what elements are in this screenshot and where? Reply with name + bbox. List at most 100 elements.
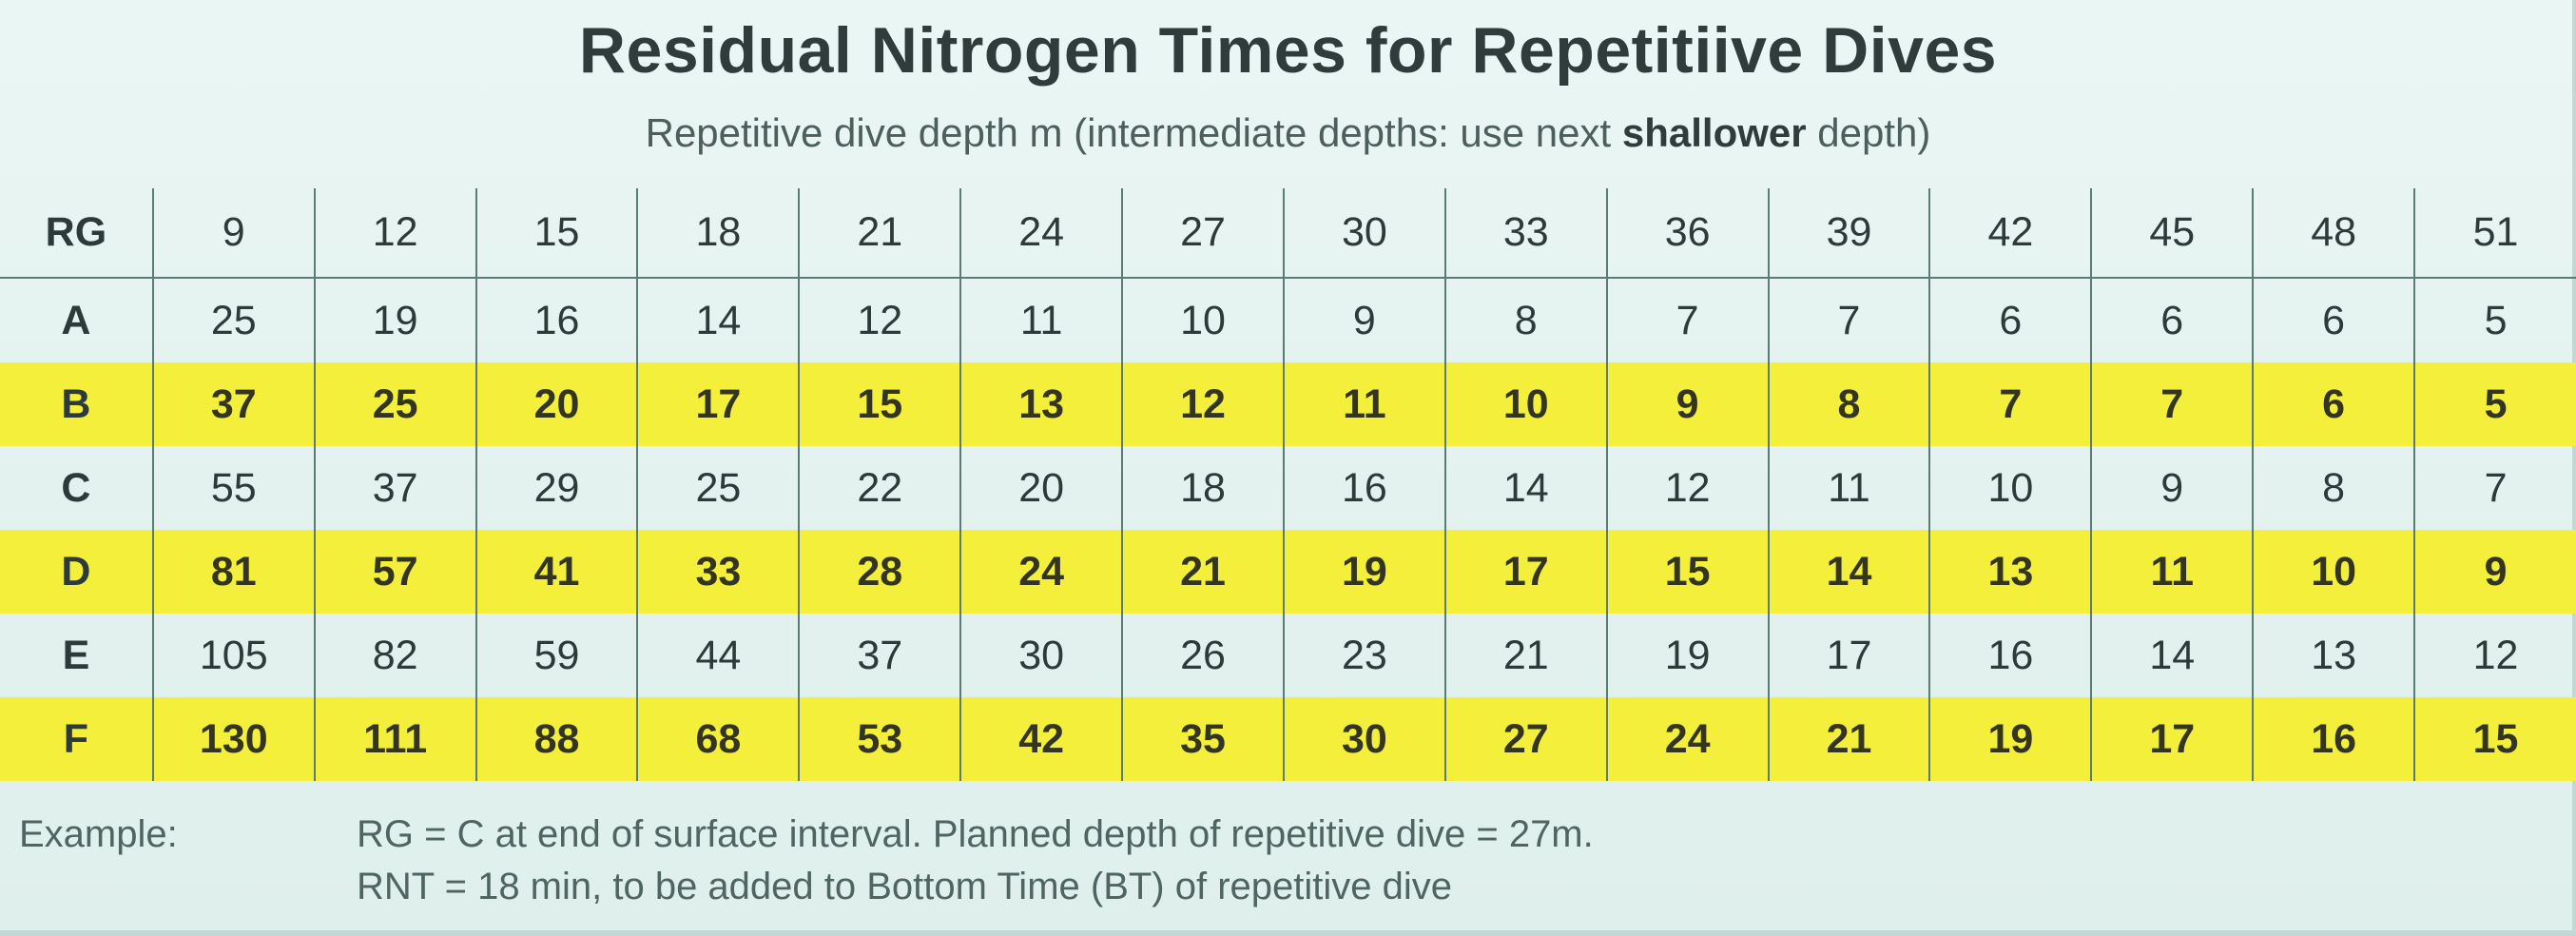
table-body: A 25 19 16 14 12 11 10 9 8 7 7 6 6 6 5 B 37 25 20 17 15 13 12 11…: [0, 278, 2576, 781]
rnt-value-cell: 57: [313, 530, 476, 614]
table-row: F 130 111 88 68 53 42 35 30 27 24 21 19 17 16 15: [0, 697, 2576, 781]
rg-cell: B: [0, 362, 153, 446]
rnt-value-cell: 14: [2090, 614, 2254, 697]
rg-column-header: RG: [0, 188, 153, 279]
rnt-value-cell: 5: [2413, 362, 2576, 446]
rnt-value-cell: 44: [636, 614, 800, 697]
rnt-value-cell: 53: [798, 697, 961, 781]
rnt-value-cell: 6: [2252, 362, 2415, 446]
rnt-value-cell: 27: [1443, 697, 1607, 781]
rg-cell: A: [61, 297, 91, 343]
rg-cell: C: [61, 464, 91, 511]
depth-header: 48: [2252, 188, 2415, 279]
rnt-value-cell: 9: [1282, 278, 1445, 362]
depth-header: 45: [2090, 188, 2254, 279]
depth-header: 27: [1121, 188, 1284, 279]
depth-header: 12: [313, 188, 476, 279]
rnt-value-cell: 12: [1605, 446, 1769, 530]
example-label: Example:: [19, 813, 178, 855]
rnt-value-cell: 19: [1282, 530, 1445, 614]
rnt-value-cell: 81: [151, 530, 315, 614]
rnt-value-cell: 25: [313, 362, 476, 446]
rnt-value-cell: 37: [798, 614, 961, 697]
rnt-value-cell: 28: [798, 530, 961, 614]
depth-header: 30: [1282, 188, 1445, 279]
rnt-value-cell: 17: [1443, 530, 1607, 614]
rnt-value-cell: 7: [1605, 278, 1769, 362]
depth-header: 51: [2413, 188, 2576, 279]
rnt-value-cell: 17: [636, 362, 800, 446]
depth-header: 24: [959, 188, 1123, 279]
rnt-value-cell: 20: [959, 446, 1123, 530]
rnt-value-cell: 17: [1767, 614, 1930, 697]
table-row: B 37 25 20 17 15 13 12 11 10 9 8 7 7 6 5: [0, 362, 2576, 446]
table-subtitle: Repetitive dive depth m (intermediate de…: [0, 110, 2576, 156]
rnt-value-cell: 24: [959, 530, 1123, 614]
example-line-2: RNT = 18 min, to be added to Bottom Time…: [357, 866, 1453, 907]
rnt-value-cell: 10: [1121, 278, 1284, 362]
rnt-value-cell: 29: [475, 446, 638, 530]
header-row: RG 9 12 15 18 21 24 27 30 33 36 39 42 45…: [0, 188, 2576, 279]
rnt-value-cell: 19: [1928, 697, 2092, 781]
rnt-value-cell: 6: [2252, 278, 2415, 362]
rnt-value-cell: 22: [798, 446, 961, 530]
rnt-value-cell: 10: [1928, 446, 2092, 530]
rnt-value-cell: 26: [1121, 614, 1284, 697]
rnt-value-cell: 11: [2090, 530, 2254, 614]
rnt-value-cell: 16: [1282, 446, 1445, 530]
rnt-value-cell: 12: [2413, 614, 2576, 697]
residual-nitrogen-table: RG 9 12 15 18 21 24 27 30 33 36 39 42 45…: [0, 188, 2576, 781]
table-row: C 55 37 29 25 22 20 18 16 14 12 11 10 9 8 7: [0, 446, 2576, 530]
rnt-value-cell: 11: [959, 278, 1123, 362]
rnt-value-cell: 19: [1605, 614, 1769, 697]
rnt-value-cell: 35: [1121, 697, 1284, 781]
rnt-value-cell: 12: [798, 278, 961, 362]
rnt-value-cell: 130: [151, 697, 315, 781]
rnt-value-cell: 59: [475, 614, 638, 697]
rnt-value-cell: 10: [1443, 362, 1607, 446]
subtitle-text-bold: shallower: [1621, 110, 1807, 155]
table-row: D 81 57 41 33 28 24 21 19 17 15 14 13 11 10 9: [0, 530, 2576, 614]
rnt-value-cell: 6: [1928, 278, 2092, 362]
depth-header: 21: [798, 188, 961, 279]
rnt-value-cell: 16: [2252, 697, 2415, 781]
rnt-value-cell: 8: [1443, 278, 1607, 362]
rnt-value-cell: 11: [1282, 362, 1445, 446]
rnt-value-cell: 13: [959, 362, 1123, 446]
rg-cell: E: [62, 632, 90, 678]
table-title: Residual Nitrogen Times for Repetitiive …: [578, 14, 1998, 87]
rg-cell: D: [0, 530, 153, 614]
rnt-value-cell: 68: [636, 697, 800, 781]
rnt-value-cell: 7: [1928, 362, 2092, 446]
rnt-value-cell: 14: [1443, 446, 1607, 530]
rnt-value-cell: 21: [1443, 614, 1607, 697]
rnt-value-cell: 14: [1767, 530, 1930, 614]
rnt-value-cell: 12: [1121, 362, 1284, 446]
rnt-value-cell: 30: [1282, 697, 1445, 781]
rnt-value-cell: 13: [1928, 530, 2092, 614]
rnt-value-cell: 9: [2413, 530, 2576, 614]
depth-header: 39: [1767, 188, 1930, 279]
rnt-value-cell: 19: [313, 278, 476, 362]
rnt-value-cell: 37: [151, 362, 315, 446]
depth-header: 42: [1928, 188, 2092, 279]
rnt-value-cell: 55: [151, 446, 315, 530]
rnt-value-cell: 9: [2090, 446, 2254, 530]
rnt-value-cell: 15: [1605, 530, 1769, 614]
rnt-value-cell: 15: [798, 362, 961, 446]
rnt-value-cell: 88: [475, 697, 638, 781]
example-line-1: RG = C at end of surface interval. Plann…: [357, 813, 1594, 855]
rnt-value-cell: 13: [2252, 614, 2415, 697]
rnt-value-cell: 25: [151, 278, 315, 362]
rnt-value-cell: 25: [636, 446, 800, 530]
rnt-value-cell: 111: [313, 697, 476, 781]
rnt-value-cell: 21: [1121, 530, 1284, 614]
table-row: A 25 19 16 14 12 11 10 9 8 7 7 6 6 6 5: [0, 278, 2576, 362]
rnt-value-cell: 30: [959, 614, 1123, 697]
depth-header: 33: [1443, 188, 1607, 279]
rnt-value-cell: 7: [2413, 446, 2576, 530]
rnt-value-cell: 8: [2252, 446, 2415, 530]
rnt-value-cell: 7: [1767, 278, 1930, 362]
rnt-value-cell: 9: [1605, 362, 1769, 446]
